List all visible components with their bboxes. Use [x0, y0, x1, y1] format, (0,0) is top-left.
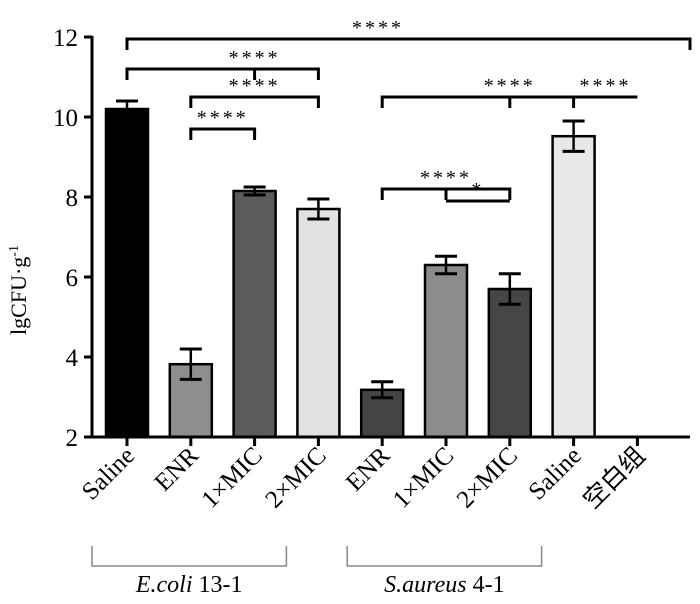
bar	[104, 107, 150, 439]
svg-text:E.coli 13-1: E.coli 13-1	[135, 572, 243, 598]
y-axis-label-superscript: -1	[7, 245, 22, 257]
significance-label: ****	[484, 75, 536, 97]
significance-label: ****	[229, 75, 281, 97]
y-tick-label: 8	[66, 185, 79, 212]
significance-bracket: ****	[125, 17, 692, 50]
y-axis-label-main: lgCFU·g	[6, 257, 31, 335]
group-label-species: E.coli	[135, 572, 193, 598]
x-tick-label: 空白组	[578, 441, 651, 514]
y-tick-label: 4	[66, 345, 79, 372]
significance-label: ****	[420, 167, 472, 189]
significance-label: ****	[352, 17, 404, 39]
x-tick-label: 2×MIC	[452, 442, 523, 513]
y-tick-label: 10	[53, 105, 78, 132]
group-label-strain: 13-1	[193, 572, 243, 598]
x-tick-label: Saline	[524, 442, 587, 505]
significance-bracket: ****	[380, 75, 576, 108]
bar	[551, 134, 596, 439]
significance-bracket: ****	[189, 107, 257, 140]
significance-bracket: ****	[189, 75, 320, 108]
y-tick-label: 2	[66, 425, 79, 452]
error-bar	[243, 185, 266, 197]
x-tick-label: Saline	[77, 442, 140, 505]
error-bar	[562, 119, 585, 153]
error-bar	[307, 197, 330, 221]
svg-text:S.aureus 4-1: S.aureus 4-1	[384, 572, 504, 598]
bar	[423, 263, 469, 439]
group-label: E.coli 13-1	[91, 546, 288, 598]
y-axis-label: lgCFU·g-1	[6, 245, 31, 335]
error-bar	[116, 99, 138, 119]
error-bar	[498, 272, 521, 306]
significance-label: ****	[229, 47, 281, 69]
error-bar	[435, 254, 457, 276]
significance-bracket: ****	[380, 167, 512, 200]
bar	[487, 287, 533, 439]
y-axis: 2 4 6 8 10 12	[53, 25, 94, 452]
significance-label: ****	[197, 107, 249, 129]
error-bar	[371, 380, 394, 400]
y-tick-label: 6	[66, 265, 79, 292]
x-tick-label: 1×MIC	[388, 442, 459, 513]
significance-annotations: ******************** *********	[125, 17, 692, 203]
x-tick-label: ENR	[341, 442, 396, 497]
significance-bracket: *	[446, 179, 510, 203]
bar	[232, 189, 277, 439]
y-tick-label: 12	[53, 25, 78, 52]
significance-label: ****	[580, 75, 632, 97]
plot-area	[104, 99, 596, 439]
x-tick-label: ENR	[150, 442, 205, 497]
group-label: S.aureus 4-1	[346, 546, 543, 598]
group-label-species: S.aureus	[384, 572, 466, 598]
significance-bracket: ****	[125, 47, 320, 80]
x-tick-label: 2×MIC	[260, 442, 331, 513]
group-label-strain: 4-1	[467, 572, 505, 598]
x-tick-label: 1×MIC	[197, 442, 268, 513]
bar	[296, 207, 341, 439]
significance-bracket: ****	[573, 75, 638, 99]
significance-label: *	[471, 179, 484, 201]
error-bar	[179, 347, 202, 381]
group-labels: E.coli 13-1 S.aureus 4-1	[91, 546, 543, 598]
